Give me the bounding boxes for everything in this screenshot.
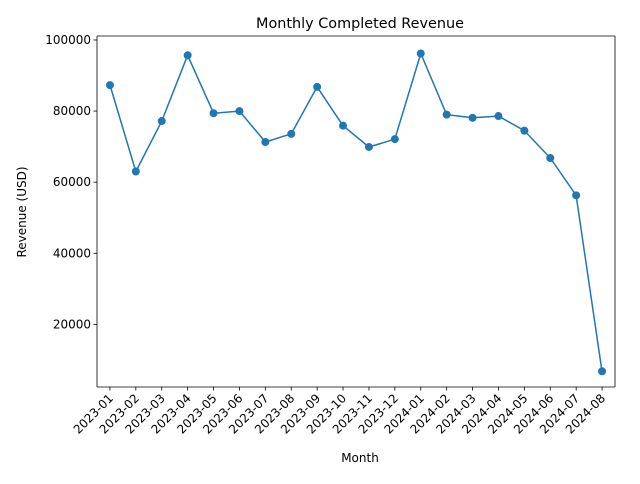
- data-point: [364, 142, 373, 151]
- data-point: [261, 138, 270, 147]
- y-tick-label: 20000: [53, 317, 91, 331]
- data-point: [494, 112, 503, 121]
- data-point: [313, 82, 322, 91]
- y-tick-label: 80000: [53, 104, 91, 118]
- data-point: [468, 113, 477, 122]
- data-point: [442, 110, 451, 119]
- data-point: [598, 367, 607, 376]
- data-point: [209, 109, 218, 118]
- y-tick-label: 100000: [45, 33, 91, 47]
- data-point: [183, 51, 192, 60]
- series-line: [109, 52, 603, 372]
- data-point: [157, 117, 166, 126]
- data-point: [105, 81, 114, 90]
- data-point: [390, 135, 399, 144]
- chart-title: Monthly Completed Revenue: [256, 16, 464, 32]
- data-point: [287, 129, 296, 138]
- data-point: [416, 49, 425, 58]
- x-axis-label: Month: [341, 451, 379, 465]
- data-point: [520, 126, 529, 135]
- data-point: [572, 191, 581, 200]
- data-point: [546, 154, 555, 163]
- data-point: [235, 107, 244, 116]
- y-tick-label: 60000: [53, 175, 91, 189]
- y-axis-label: Revenue (USD): [15, 166, 29, 257]
- data-point: [131, 167, 140, 176]
- data-point: [339, 121, 348, 130]
- y-tick-label: 40000: [53, 246, 91, 260]
